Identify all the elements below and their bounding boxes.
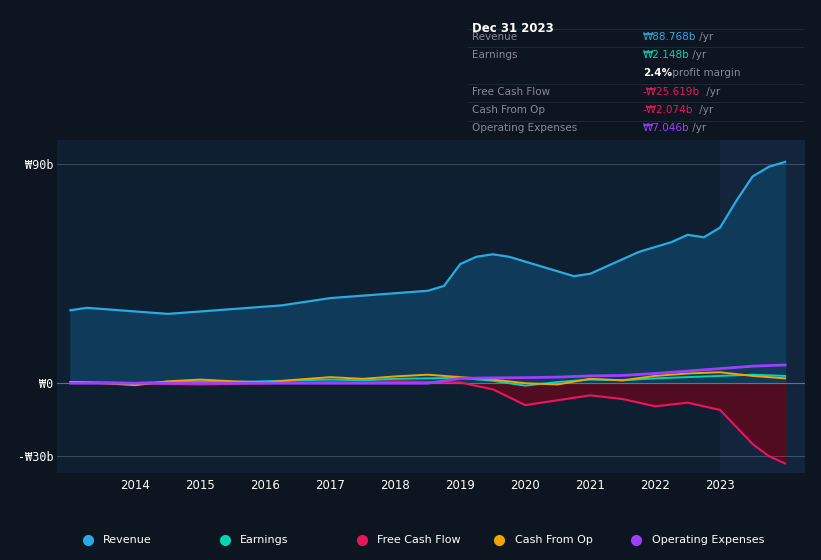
Text: ₩2.148b: ₩2.148b bbox=[643, 50, 690, 60]
Text: /yr: /yr bbox=[696, 105, 713, 115]
Text: Earnings: Earnings bbox=[241, 535, 289, 545]
Text: Earnings: Earnings bbox=[472, 50, 517, 60]
Text: -₩2.074b: -₩2.074b bbox=[643, 105, 693, 115]
Text: Revenue: Revenue bbox=[472, 31, 517, 41]
Text: 2.4%: 2.4% bbox=[643, 68, 672, 78]
Bar bbox=[720, 140, 805, 473]
Text: Revenue: Revenue bbox=[103, 535, 152, 545]
Text: ₩88.768b: ₩88.768b bbox=[643, 31, 696, 41]
Text: Dec 31 2023: Dec 31 2023 bbox=[472, 22, 553, 35]
Text: /yr: /yr bbox=[690, 123, 707, 133]
Text: Cash From Op: Cash From Op bbox=[515, 535, 593, 545]
Text: Operating Expenses: Operating Expenses bbox=[652, 535, 764, 545]
Text: Free Cash Flow: Free Cash Flow bbox=[378, 535, 461, 545]
Text: /yr: /yr bbox=[690, 50, 707, 60]
Text: -₩25.619b: -₩25.619b bbox=[643, 87, 700, 97]
Text: ₩7.046b: ₩7.046b bbox=[643, 123, 690, 133]
Text: /yr: /yr bbox=[703, 87, 720, 97]
Text: /yr: /yr bbox=[696, 31, 713, 41]
Text: Operating Expenses: Operating Expenses bbox=[472, 123, 577, 133]
Text: Cash From Op: Cash From Op bbox=[472, 105, 545, 115]
Text: Free Cash Flow: Free Cash Flow bbox=[472, 87, 550, 97]
Text: profit margin: profit margin bbox=[669, 68, 741, 78]
